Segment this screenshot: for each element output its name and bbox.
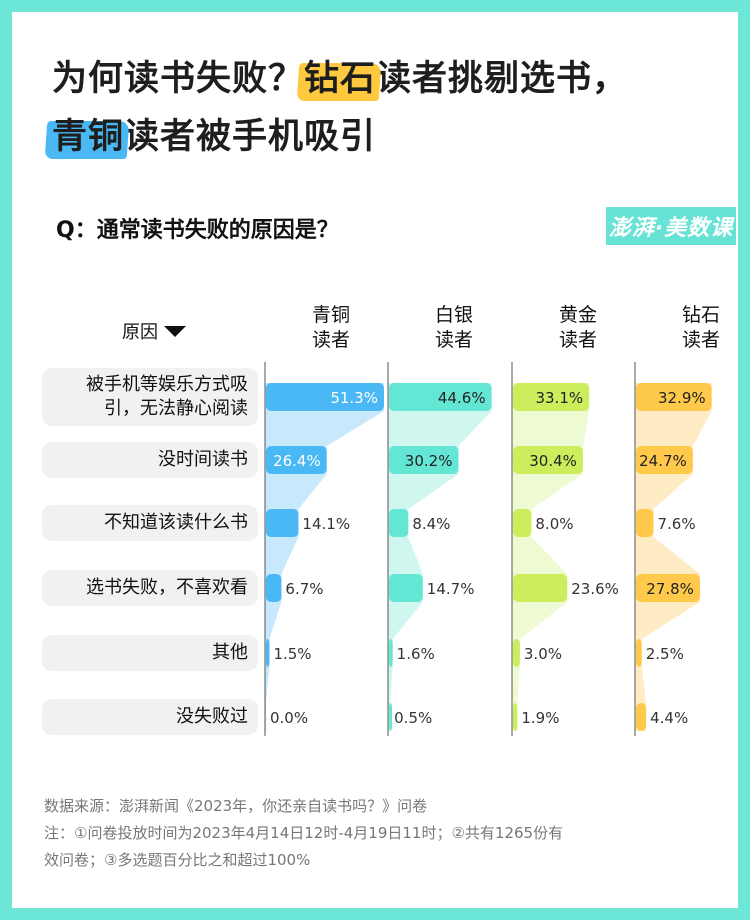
logo: 澎湃·美数课 xyxy=(606,207,736,245)
category-label-line: 选书失败，不喜欢看 xyxy=(86,577,248,598)
category-label: 没失败过 xyxy=(42,699,258,735)
data-label: 14.7% xyxy=(427,580,475,598)
data-label: 2.5% xyxy=(646,645,684,663)
category-label-text: 其他 xyxy=(212,641,248,665)
bar xyxy=(513,446,583,474)
data-label: 1.6% xyxy=(397,645,435,663)
series-header: 青铜 读者 xyxy=(291,303,371,353)
bar xyxy=(636,446,693,474)
bar xyxy=(266,574,282,602)
category-label-line: 其他 xyxy=(212,642,248,663)
bar xyxy=(389,639,393,667)
title-line-1: 为何读书失败？钻石读者挑剔选书， xyxy=(52,50,628,101)
category-header: 原因 xyxy=(122,318,186,344)
note-line-1: 注：①问卷投放时间为2023年4月14日12时-4月19日11时；②共有1265… xyxy=(44,824,564,842)
title-highlight-bronze: 青铜 xyxy=(52,117,125,157)
series-header-line: 白银 xyxy=(434,304,473,326)
bar xyxy=(389,383,492,411)
series-header: 钻石 读者 xyxy=(661,303,741,353)
data-label: 33.1% xyxy=(535,389,583,407)
series-header-line: 青铜 xyxy=(311,304,350,326)
data-label: 23.6% xyxy=(571,580,619,598)
data-label: 24.7% xyxy=(639,452,687,470)
data-label: 8.0% xyxy=(535,515,573,533)
category-label-line: 不知道该读什么书 xyxy=(104,512,248,533)
title-text: 为何读书失败？ xyxy=(52,59,305,99)
data-label: 3.0% xyxy=(524,645,562,663)
bar xyxy=(636,639,642,667)
data-label: 0.0% xyxy=(270,709,308,727)
category-label: 没时间读书 xyxy=(42,442,258,478)
series-header-line: 读者 xyxy=(681,329,720,351)
series-header-line: 读者 xyxy=(558,329,597,351)
bar xyxy=(389,509,409,537)
data-label: 7.6% xyxy=(657,515,695,533)
data-label: 1.5% xyxy=(273,645,311,663)
category-label-text: 选书失败，不喜欢看 xyxy=(86,576,248,600)
question: Q：通常读书失败的原因是？ xyxy=(56,218,339,243)
title-text: 读者被手机吸引 xyxy=(124,117,377,157)
bar xyxy=(266,509,299,537)
bar xyxy=(636,574,700,602)
data-label: 30.2% xyxy=(405,452,453,470)
data-label: 6.7% xyxy=(285,580,323,598)
series-header: 白银 读者 xyxy=(414,303,494,353)
data-label: 44.6% xyxy=(438,389,486,407)
bar xyxy=(266,446,327,474)
bar xyxy=(389,574,423,602)
category-label-line: 没失败过 xyxy=(176,706,248,727)
triangle-down-icon xyxy=(164,325,186,337)
category-label-line: 被手机等娱乐方式吸 xyxy=(86,374,248,395)
data-label: 30.4% xyxy=(529,452,577,470)
data-label: 0.5% xyxy=(394,709,432,727)
title-line-2: 青铜读者被手机吸引 xyxy=(52,108,376,159)
note-line-2: 效问卷；③多选题百分比之和超过100% xyxy=(44,851,311,869)
bar xyxy=(389,446,459,474)
category-label: 选书失败，不喜欢看 xyxy=(42,570,258,606)
data-label: 4.4% xyxy=(650,709,688,727)
category-label-line: 没时间读书 xyxy=(158,449,248,470)
bar xyxy=(513,639,520,667)
category-label: 被手机等娱乐方式吸引，无法静心阅读 xyxy=(42,368,258,426)
category-label-text: 没失败过 xyxy=(176,705,248,729)
category-header-text: 原因 xyxy=(122,322,158,343)
data-label: 1.9% xyxy=(521,709,559,727)
data-label: 14.1% xyxy=(302,515,350,533)
title-highlight-diamond: 钻石 xyxy=(304,59,377,99)
data-label: 27.8% xyxy=(646,580,694,598)
bar xyxy=(389,703,392,731)
series-header: 黄金 读者 xyxy=(538,303,618,353)
bar xyxy=(636,383,712,411)
category-label: 不知道该读什么书 xyxy=(42,505,258,541)
series-header-line: 黄金 xyxy=(558,304,597,326)
bar xyxy=(636,509,654,537)
bar xyxy=(513,509,532,537)
bar xyxy=(266,383,384,411)
funnel-connector xyxy=(265,383,384,731)
bar xyxy=(513,703,518,731)
bar xyxy=(266,639,270,667)
series-header-line: 钻石 xyxy=(681,304,720,326)
series-header-line: 读者 xyxy=(311,329,350,351)
data-label: 51.3% xyxy=(330,389,378,407)
category-label-text: 没时间读书 xyxy=(158,448,248,472)
category-label-text: 被手机等娱乐方式吸引，无法静心阅读 xyxy=(86,373,248,421)
data-label: 32.9% xyxy=(658,389,706,407)
series-header-line: 读者 xyxy=(434,329,473,351)
data-label: 8.4% xyxy=(412,515,450,533)
data-label: 26.4% xyxy=(273,452,321,470)
logo-text: 澎湃·美数课 xyxy=(608,216,734,241)
category-label: 其他 xyxy=(42,635,258,671)
funnel-connector xyxy=(388,383,492,731)
funnel-connector xyxy=(512,383,590,731)
bar xyxy=(636,703,647,731)
bar xyxy=(513,574,568,602)
funnel-connector xyxy=(635,383,712,731)
category-label-line: 引，无法静心阅读 xyxy=(104,398,248,419)
title-text: 读者挑剔选书， xyxy=(376,59,629,99)
category-label-text: 不知道该读什么书 xyxy=(104,511,248,535)
source: 数据来源：澎湃新闻《2023年，你还亲自读书吗？》问卷 xyxy=(44,797,428,815)
bar xyxy=(513,383,590,411)
